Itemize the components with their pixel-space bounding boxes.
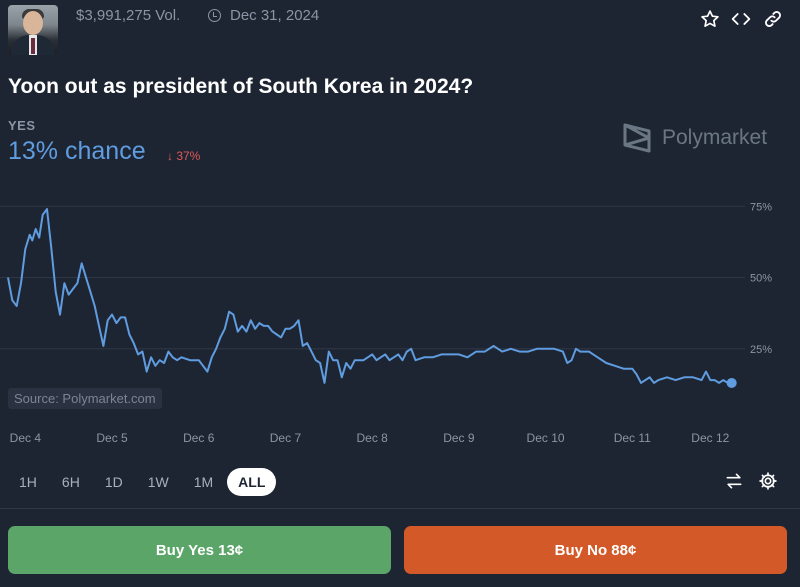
current-value-dot [726,377,737,388]
end-date-stat: Dec 31, 2024 [208,6,319,24]
outcome-label: YES [8,118,36,133]
market-title: Yoon out as president of South Korea in … [8,75,474,98]
range-tab-1w[interactable]: 1W [147,474,169,490]
x-tick-label: Dec 8 [356,431,388,445]
buy-yes-button[interactable]: Buy Yes 13¢ [8,526,391,574]
x-tick-label: Dec 9 [443,431,475,445]
x-tick-label: Dec 12 [691,431,729,445]
chance-value: 13% chance [8,137,146,165]
star-icon[interactable] [699,8,721,30]
end-date-text: Dec 31, 2024 [230,6,320,24]
y-tick-label: 25% [750,344,772,356]
chance-change: ↓ 37% [167,149,201,163]
market-avatar [8,5,58,55]
buy-no-button[interactable]: Buy No 88¢ [404,526,787,574]
x-tick-label: Dec 7 [270,431,302,445]
time-range-selector: 1H 6H 1D 1W 1M ALL [8,467,279,497]
x-tick-label: Dec 4 [10,431,42,445]
y-tick-label: 50% [750,273,772,285]
embed-code-icon[interactable] [730,8,752,30]
volume-text: $3,991,275 Vol. [76,6,181,24]
range-tab-all[interactable]: ALL [227,468,277,496]
x-tick-label: Dec 11 [614,431,651,445]
polymarket-logo-text: Polymarket [662,126,768,149]
chart-source-label: Source: Polymarket.com [8,388,162,409]
link-icon[interactable] [762,8,784,30]
x-tick-label: Dec 5 [96,431,128,445]
range-tab-6h[interactable]: 6H [61,474,80,490]
range-tab-1m[interactable]: 1M [193,474,214,490]
polymarket-logo-icon [623,123,651,153]
clock-icon [208,8,221,22]
y-tick-label: 75% [750,201,772,213]
volume-stat: $3,991,275 Vol. [76,6,180,24]
range-tab-1h[interactable]: 1H [19,474,37,490]
series-line-0 [7,208,729,384]
range-tab-1d[interactable]: 1D [104,474,123,490]
swap-arrows-icon[interactable] [723,470,745,492]
x-tick-label: Dec 10 [527,431,565,445]
section-divider [0,508,800,509]
price-chart[interactable]: 75% 50% 25% Dec 4 Dec 5 Dec 6 Dec 7 Dec 8 Dec 9 D… [0,180,800,455]
polymarket-logo: Polymarket [622,122,767,154]
settings-gear-icon[interactable] [757,470,779,492]
x-tick-label: Dec 6 [183,431,215,445]
